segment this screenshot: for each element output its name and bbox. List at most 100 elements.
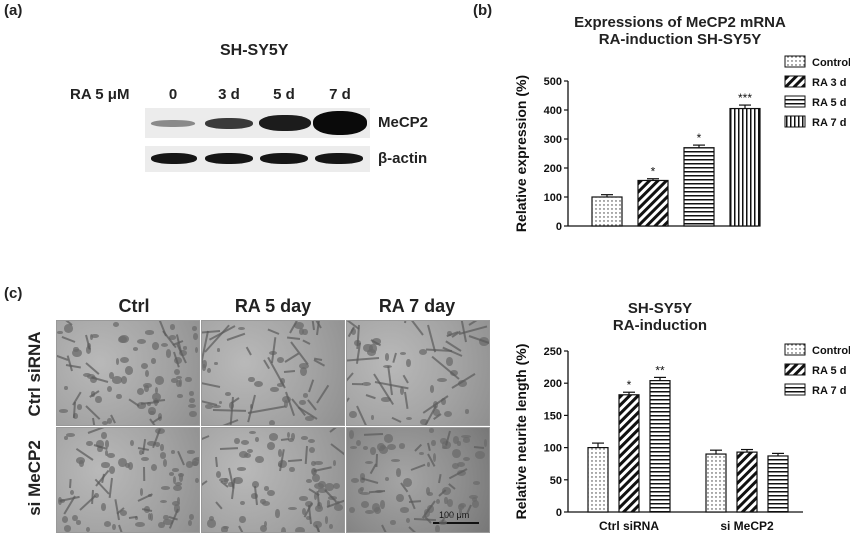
cell-blob bbox=[111, 376, 122, 384]
neurite bbox=[381, 524, 390, 532]
neurite bbox=[247, 394, 257, 423]
micrograph-simecp2-ra7: 100 μm bbox=[346, 427, 490, 533]
cell-blob bbox=[115, 358, 120, 365]
cell-blob bbox=[370, 446, 377, 456]
chart2-title-line: RA-induction bbox=[612, 317, 708, 334]
cell-blob bbox=[216, 348, 221, 353]
micrograph-row-header: si MeCP2 bbox=[25, 440, 44, 516]
cell-blob bbox=[101, 432, 107, 439]
cell-blob bbox=[113, 322, 120, 328]
neurite bbox=[284, 352, 300, 363]
chart1-y-axis-label: Relative expression (%) bbox=[513, 75, 529, 232]
neurite bbox=[410, 463, 425, 471]
cell-blob bbox=[267, 489, 276, 497]
cell-blob bbox=[147, 440, 157, 446]
cell-blob bbox=[176, 375, 183, 380]
cell-blob bbox=[359, 472, 366, 480]
cell-blob bbox=[136, 388, 145, 395]
neurite bbox=[315, 385, 329, 404]
neurite bbox=[316, 490, 320, 506]
cell-blob bbox=[104, 449, 109, 456]
cell-blob bbox=[299, 399, 306, 406]
neurite bbox=[108, 478, 113, 498]
neurite bbox=[79, 494, 97, 511]
cell-blob bbox=[155, 442, 161, 447]
cell-blob bbox=[435, 498, 440, 504]
cell-blob bbox=[360, 501, 370, 509]
micrograph-simecp2-ctrl bbox=[56, 427, 200, 533]
cell-blob bbox=[239, 451, 249, 458]
significance-marker: * bbox=[697, 131, 702, 145]
neurite bbox=[117, 524, 126, 532]
cell-blob bbox=[362, 381, 371, 386]
neurite bbox=[215, 501, 223, 510]
cell-blob bbox=[275, 509, 280, 518]
cell-blob bbox=[372, 503, 381, 512]
cell-blob bbox=[132, 347, 139, 351]
cell-blob bbox=[234, 437, 241, 445]
cell-blob bbox=[173, 485, 183, 492]
neurite bbox=[425, 348, 452, 352]
neurite bbox=[347, 357, 379, 362]
cell-blob bbox=[441, 397, 446, 406]
neurite bbox=[473, 445, 484, 449]
cell-blob bbox=[206, 519, 216, 528]
chart1-legend-label: Control bbox=[812, 57, 850, 69]
cell-blob bbox=[171, 378, 179, 383]
cell-blob bbox=[468, 494, 479, 500]
cell-blob bbox=[253, 380, 263, 388]
cell-blob bbox=[72, 514, 78, 521]
neurite bbox=[92, 417, 97, 425]
neurite bbox=[316, 528, 321, 532]
cell-blob bbox=[192, 332, 198, 341]
cell-blob bbox=[124, 462, 130, 468]
cell-blob bbox=[194, 457, 199, 462]
cell-blob bbox=[146, 402, 152, 407]
cell-blob bbox=[440, 437, 447, 444]
neurite bbox=[387, 366, 394, 396]
cell-blob bbox=[452, 436, 459, 444]
neurite bbox=[246, 346, 253, 356]
cell-blob bbox=[332, 459, 337, 467]
cell-blob bbox=[86, 441, 93, 447]
significance-marker: *** bbox=[738, 91, 752, 105]
chart1-legend-label: RA 5 d bbox=[812, 97, 846, 109]
cell-blob bbox=[252, 481, 260, 488]
cell-blob bbox=[387, 443, 397, 450]
cell-blob bbox=[149, 513, 154, 522]
bar bbox=[729, 107, 761, 227]
cell-blob bbox=[301, 436, 309, 440]
cell-blob bbox=[261, 500, 270, 506]
neurite bbox=[227, 332, 246, 341]
micrograph-column-header: RA 7 day bbox=[378, 296, 456, 316]
cell-blob bbox=[475, 450, 486, 459]
cell-blob bbox=[97, 445, 103, 452]
cell-blob bbox=[185, 461, 194, 468]
cell-blob bbox=[399, 442, 406, 449]
cell-blob bbox=[65, 432, 75, 437]
cell-blob bbox=[313, 460, 324, 465]
panel-label-c: (c) bbox=[4, 285, 23, 302]
cell-blob bbox=[457, 504, 465, 510]
cell-blob bbox=[267, 442, 275, 451]
neurite bbox=[309, 321, 316, 331]
cell-blob bbox=[160, 443, 164, 451]
cell-blob bbox=[313, 521, 322, 529]
cell-blob bbox=[225, 392, 231, 396]
cell-blob bbox=[61, 516, 68, 524]
cell-blob bbox=[119, 357, 129, 364]
cell-blob bbox=[395, 493, 404, 503]
cell-blob bbox=[191, 461, 198, 466]
cell-blob bbox=[170, 449, 176, 454]
cell-blob bbox=[172, 467, 179, 472]
neurite bbox=[61, 335, 76, 344]
cell-blob bbox=[429, 384, 435, 393]
cell-blob bbox=[188, 397, 196, 403]
cell-blob bbox=[237, 326, 246, 331]
cell-blob bbox=[349, 446, 358, 450]
cell-blob bbox=[154, 386, 158, 394]
bar bbox=[767, 455, 789, 513]
cell-blob bbox=[120, 375, 127, 385]
cell-blob bbox=[233, 476, 243, 484]
cell-blob bbox=[268, 432, 278, 441]
